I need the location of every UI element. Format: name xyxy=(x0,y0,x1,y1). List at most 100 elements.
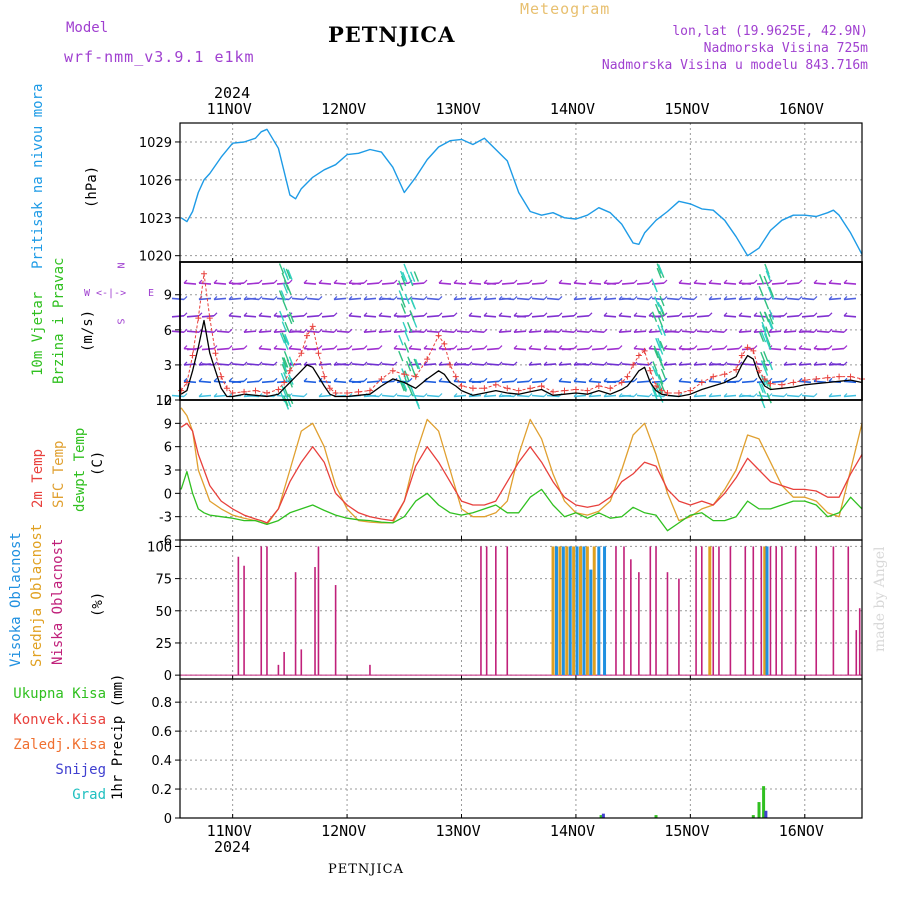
wind-arrow-head xyxy=(709,346,712,349)
wind-arrow xyxy=(667,331,679,332)
wind-arrow-head xyxy=(544,280,547,283)
wind-arrow xyxy=(829,283,841,284)
wind-arrow xyxy=(604,395,616,396)
wind-arrow xyxy=(472,381,484,382)
wind-arrow xyxy=(547,298,559,299)
wind-arrow xyxy=(367,364,379,365)
wind-arrow xyxy=(529,331,541,332)
wind-arrow xyxy=(622,395,634,396)
wind-arrow xyxy=(577,316,589,317)
wind-arrow xyxy=(367,283,379,284)
wind-arrow xyxy=(427,395,439,396)
wind-arrow xyxy=(844,395,856,396)
wind-arrow xyxy=(382,395,394,396)
wind-arrow xyxy=(487,381,499,382)
wind-arrow xyxy=(484,395,496,396)
wind-arrow xyxy=(187,331,199,332)
wind-arrow xyxy=(397,283,409,284)
wind-arrow xyxy=(772,316,784,317)
wind-gust-marker xyxy=(596,383,602,389)
cloud-bar xyxy=(565,546,568,675)
wind-arrow xyxy=(739,331,751,332)
wind-gust-marker xyxy=(647,368,653,374)
wind-arrow-head xyxy=(244,280,247,283)
wind-arrow xyxy=(454,381,466,382)
wind-arrow xyxy=(172,331,184,332)
wind-arrow-head xyxy=(664,296,667,299)
wind-arrow xyxy=(304,364,316,365)
wind-arrow xyxy=(742,283,754,284)
wind-gust-marker xyxy=(310,323,316,329)
wind-arrow xyxy=(679,364,691,365)
wind-arrow xyxy=(607,381,619,382)
wind-arrow xyxy=(202,331,214,332)
wind-arrow-head xyxy=(334,346,337,349)
wind-arrow xyxy=(337,331,349,332)
wind-arrow-head xyxy=(739,346,742,349)
wind-arrow xyxy=(697,331,709,332)
y-tick-label: 6 xyxy=(164,324,172,339)
wind-arrow xyxy=(232,381,244,382)
wind-arrow-head xyxy=(244,378,247,381)
wind-arrow xyxy=(607,364,619,365)
cloud-bar xyxy=(314,567,316,675)
wind-arrow xyxy=(367,395,379,396)
wind-arrow xyxy=(709,283,721,284)
wind-arrow xyxy=(574,283,586,284)
wind-arrow xyxy=(784,331,796,332)
wind-arrow-head xyxy=(289,296,292,299)
wind-arrow xyxy=(172,298,184,299)
wind-arrow xyxy=(454,395,466,396)
wind-arrow xyxy=(232,283,244,284)
wind-arrow xyxy=(379,316,391,317)
wind-arrow xyxy=(589,381,601,382)
wind-gust-marker xyxy=(315,350,321,356)
cloud-bar xyxy=(569,546,572,675)
wind-arrow-dense xyxy=(399,281,403,291)
wind-gust-marker xyxy=(584,388,590,394)
wind-arrow xyxy=(247,298,259,299)
wind-arrow xyxy=(667,298,679,299)
wind-arrow xyxy=(334,381,346,382)
wind-arrow xyxy=(517,298,529,299)
wind-arrow xyxy=(592,364,604,365)
wind-arrow xyxy=(787,395,799,396)
wind-arrow-head xyxy=(544,393,547,396)
wind-arrow-head xyxy=(784,393,787,396)
wind-arrow xyxy=(259,316,271,317)
wind-arrow xyxy=(532,298,544,299)
wind-arrow xyxy=(547,316,559,317)
wind-arrow xyxy=(529,349,541,350)
wind-arrow-head xyxy=(664,280,667,283)
wind-arrow xyxy=(637,395,649,396)
wind-arrow xyxy=(457,364,469,365)
wind-arrow xyxy=(619,331,631,332)
wind-arrow-head xyxy=(424,393,427,396)
cloud-bar xyxy=(552,546,555,675)
wind-arrow xyxy=(412,316,424,317)
wind-arrow xyxy=(202,316,214,317)
y-tick-label: 1023 xyxy=(139,212,172,227)
wind-arrow xyxy=(484,316,496,317)
wind-arrow xyxy=(532,395,544,396)
y-tick-label: 100 xyxy=(147,540,172,555)
wind-arrow xyxy=(484,298,496,299)
wind-arrow xyxy=(604,316,616,317)
wind-arrow-head xyxy=(199,346,202,349)
cloud-bar xyxy=(589,570,592,676)
wind-arrow xyxy=(739,298,751,299)
y-tick-label: 1029 xyxy=(139,136,172,151)
cloud-bar xyxy=(238,557,240,675)
wind-arrow-head xyxy=(529,378,532,381)
y-tick-label: 0 xyxy=(164,487,172,502)
wind-arrow xyxy=(454,283,466,284)
cloud-bar xyxy=(260,546,262,675)
wind-arrow xyxy=(589,395,601,396)
wind-arrow-head xyxy=(739,378,742,381)
wind-arrow xyxy=(709,381,721,382)
wind-arrow-head xyxy=(244,346,247,349)
wind-arrow xyxy=(607,349,619,350)
wind-arrow xyxy=(472,331,484,332)
cloud-bar xyxy=(318,546,320,675)
cloud-bar xyxy=(752,546,754,675)
